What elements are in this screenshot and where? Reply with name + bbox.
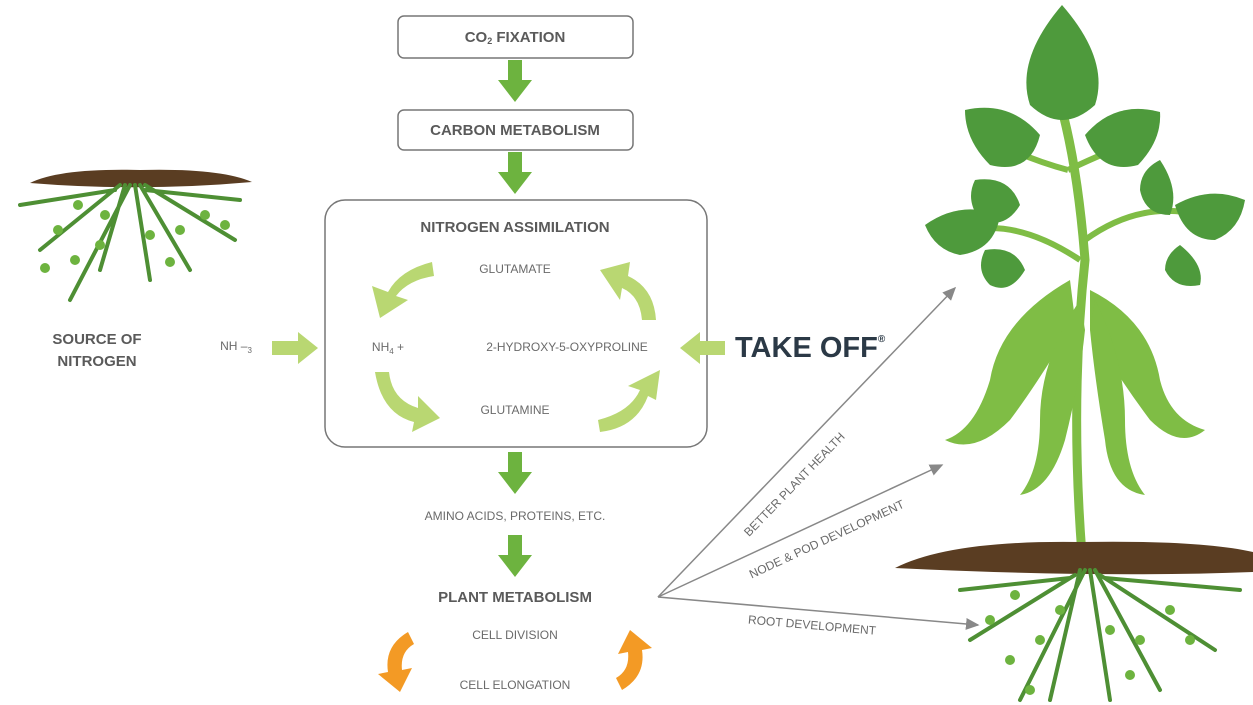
left-roots <box>18 169 252 302</box>
assimilation-box <box>324 199 708 448</box>
product-name: TAKE OFF® <box>735 332 886 364</box>
benefit-health: BETTER PLANT HEALTH <box>741 430 848 540</box>
co2-box <box>397 15 634 59</box>
assimilation-label: NITROGEN ASSIMILATION <box>420 219 609 236</box>
plant <box>895 5 1253 702</box>
carbon-label: CARBON METABOLISM <box>430 122 600 139</box>
arrow <box>498 152 532 194</box>
arrow <box>498 452 532 494</box>
amino: AMINO ACIDS, PROTEINS, ETC. <box>425 509 606 523</box>
benefit-lines <box>657 286 980 630</box>
arrow <box>498 60 532 102</box>
carbon-box <box>397 109 634 151</box>
benefit-root: ROOT DEVELOPMENT <box>747 613 877 638</box>
glutamate: GLUTAMATE <box>479 262 551 276</box>
glutamine: GLUTAMINE <box>480 403 549 417</box>
source-line2: NITROGEN <box>57 353 136 370</box>
arrow <box>498 535 532 577</box>
cell-elongation: CELL ELONGATION <box>460 678 571 692</box>
co2-label: CO2 FIXATION <box>465 29 566 46</box>
cell-division: CELL DIVISION <box>472 628 558 642</box>
cycle-arrows <box>272 262 725 432</box>
orange-arrows <box>378 630 652 692</box>
source-line1: SOURCE OF <box>52 331 141 348</box>
plant-metabolism: PLANT METABOLISM <box>438 589 592 606</box>
ammonium: NH4 + <box>372 340 404 356</box>
ammonia: NH –3 <box>220 339 252 355</box>
hydroxy: 2-HYDROXY-5-OXYPROLINE <box>486 340 648 354</box>
